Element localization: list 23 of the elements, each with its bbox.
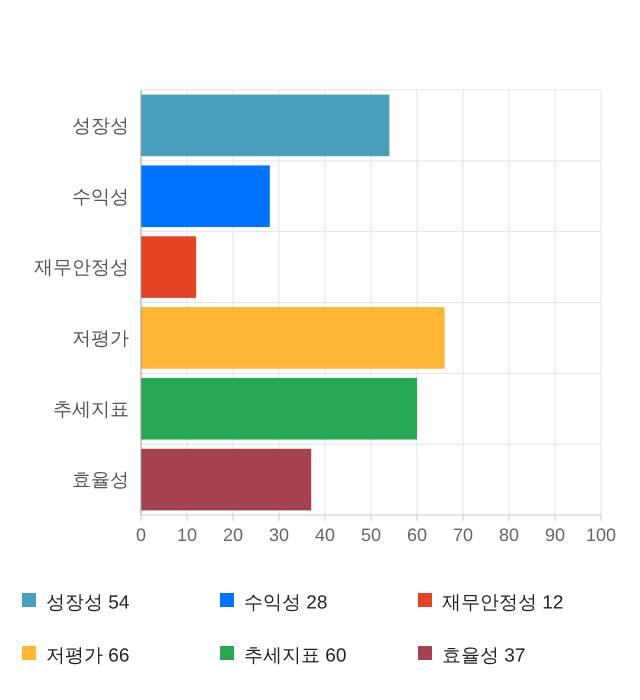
x-tick-label: 10 <box>176 525 198 545</box>
x-tick-label: 60 <box>406 525 428 545</box>
legend-label: 성장성 54 <box>46 592 130 614</box>
x-tick-label: 0 <box>136 525 146 545</box>
legend-label: 추세지표 60 <box>244 646 346 667</box>
y-tick-label: 성장성 <box>72 116 129 138</box>
y-tick-label: 효율성 <box>72 470 129 492</box>
x-tick-label: 90 <box>544 525 566 545</box>
x-tick-label: 20 <box>222 525 244 545</box>
x-tick-label: 100 <box>586 525 616 545</box>
y-tick-label: 재무안정성 <box>34 258 129 279</box>
x-tick-label: 30 <box>268 525 290 545</box>
x-tick-label: 40 <box>314 525 336 545</box>
legend-label: 수익성 28 <box>244 592 328 614</box>
legend-label: 재무안정성 12 <box>442 592 564 614</box>
y-tick-label: 수익성 <box>72 186 129 208</box>
y-tick-label: 추세지표 <box>53 399 129 420</box>
y-tick-label: 저평가 <box>72 328 129 350</box>
x-tick-label: 50 <box>360 525 382 545</box>
legend-label: 효율성 37 <box>442 646 526 667</box>
x-tick-label: 80 <box>498 525 520 545</box>
legend-label: 저평가 66 <box>46 646 130 667</box>
x-tick-label: 70 <box>452 525 474 545</box>
